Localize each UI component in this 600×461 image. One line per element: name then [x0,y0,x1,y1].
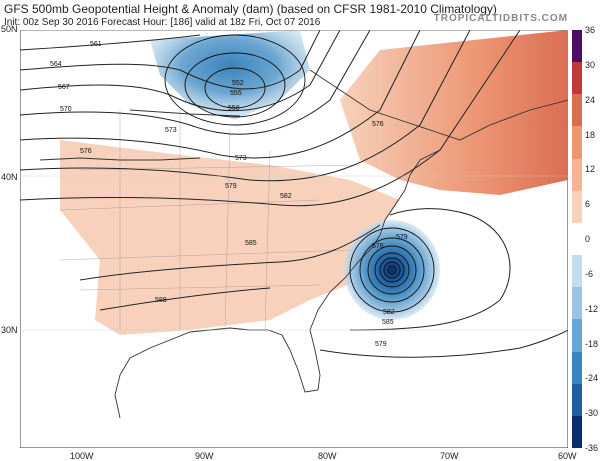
colorbar-label: 12 [585,164,596,175]
trough-anomaly [150,30,310,120]
colorbar [572,30,582,449]
colorbar-label: -18 [585,338,599,349]
contour-label: 585 [382,319,394,326]
contour-label: 585 [245,240,257,247]
colorbar-segment [572,319,582,353]
lon-label-100w: 100W [70,451,94,461]
map-svg: 561 564 567 570 573 576 579 582 585 588 … [19,29,569,449]
contour-label: 582 [383,309,395,316]
contour-label: 576 [372,243,384,250]
contour-label: 570 [60,106,72,113]
height-contours [19,29,569,358]
contour-label: 555 [230,90,242,97]
contour-labels: 561 564 567 570 573 576 579 582 585 588 … [50,41,408,348]
lat-label-50n: 50N [1,24,18,34]
colorbar-label: 24 [585,94,596,105]
contour-label: 573 [165,127,177,134]
contour-label: 588 [155,297,167,304]
colorbar-label: -30 [585,408,599,419]
colorbar-segment [572,94,582,127]
contour-label: 573 [235,155,247,162]
lon-label-90w: 90W [195,451,214,461]
colorbar-segment [572,255,582,288]
contour-label: 576 [372,121,384,128]
colorbar-label: 6 [585,199,591,210]
contour-label: 552 [232,80,244,87]
lat-label-30n: 30N [1,325,18,335]
graticule [20,29,568,331]
contour-label: 564 [50,61,62,68]
colorbar-segment [572,158,582,192]
colorbar-segment [572,351,582,385]
colorbar-label: 18 [585,129,596,140]
colorbar-segment [572,383,582,417]
warm-anomaly-northeast [340,30,568,195]
contour-label: 567 [58,84,70,91]
contour-label: 582 [280,193,292,200]
contour-label: 579 [396,234,408,241]
lon-label-70w: 70W [440,451,459,461]
low-contours [349,227,435,313]
map-panel: 561 564 567 570 573 576 579 582 585 588 … [19,29,569,449]
trough-contours [164,34,306,126]
colorbar-label: -24 [585,373,599,384]
colorbar-label: -6 [585,268,594,279]
colorbar-segment [572,30,582,63]
warm-anomaly-south [60,140,400,335]
contour-label: 579 [375,341,387,348]
colorbar-segment [572,415,582,449]
lat-label-40n: 40N [1,172,18,182]
colorbar-segment [572,126,582,160]
contour-label: 561 [90,41,102,48]
low-anomaly [344,220,440,320]
colorbar-segment [572,287,582,320]
colorbar-segment [572,62,582,95]
contour-label: 576 [80,148,92,155]
colorbar-segment [572,222,582,256]
map-title: GFS 500mb Geopotential Height & Anomaly … [4,2,497,16]
contour-label: 579 [225,183,237,190]
contour-label: 558 [228,105,240,112]
state-borders [59,110,361,331]
lon-label-80w: 80W [318,451,337,461]
colorbar-label: -36 [585,443,599,453]
lon-label-60w: 60W [558,451,577,461]
brand-label: TROPICALTIDBITS.COM [433,13,568,24]
colorbar-label: 36 [585,25,596,35]
colorbar-segment [572,190,582,224]
colorbar-label: 30 [585,59,596,70]
colorbar-label: 0 [585,234,591,244]
map-subtitle: Init: 00z Sep 30 2016 Forecast Hour: [18… [4,17,321,28]
colorbar-label: -12 [585,303,599,314]
